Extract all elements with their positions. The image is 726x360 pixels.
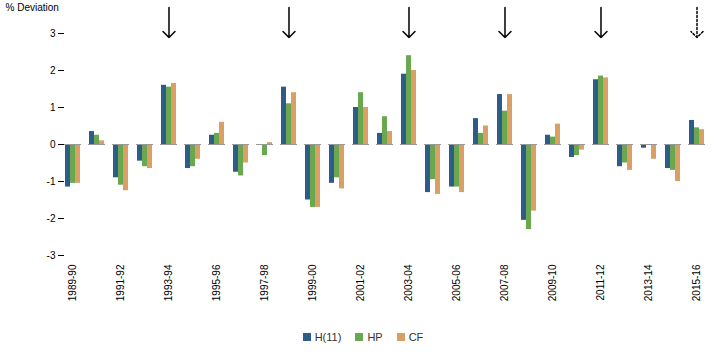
svg-text:1: 1 <box>50 102 56 113</box>
svg-text:1999-00: 1999-00 <box>307 264 318 301</box>
svg-text:2007-08: 2007-08 <box>499 264 510 301</box>
svg-text:1989-90: 1989-90 <box>67 264 78 301</box>
svg-text:2003-04: 2003-04 <box>403 264 414 301</box>
html-text:CF: CF <box>408 331 424 343</box>
svg-text:-1: -1 <box>47 176 56 187</box>
svg-text:1997-98: 1997-98 <box>259 264 270 301</box>
svg-text:1995-96: 1995-96 <box>211 264 222 301</box>
svg-text:2005-06: 2005-06 <box>451 264 462 301</box>
svg-text:1991-92: 1991-92 <box>115 264 126 301</box>
svg-text:2: 2 <box>50 65 56 76</box>
svg-text:2011-12: 2011-12 <box>595 264 606 300</box>
svg-text:0: 0 <box>50 139 56 150</box>
html-text:HP: HP <box>367 331 383 343</box>
svg-text:1993-94: 1993-94 <box>163 264 174 301</box>
html-text:H(11): H(11) <box>314 331 342 343</box>
svg-text:-3: -3 <box>47 250 56 261</box>
svg-text:-2: -2 <box>47 213 56 224</box>
svg-text:2013-14: 2013-14 <box>643 264 654 301</box>
svg-text:% Deviation: % Deviation <box>6 2 59 13</box>
svg-text:2015-16: 2015-16 <box>691 264 702 301</box>
svg-text:3: 3 <box>50 28 56 39</box>
svg-text:2001-02: 2001-02 <box>355 264 366 301</box>
svg-text:2009-10: 2009-10 <box>547 264 558 301</box>
